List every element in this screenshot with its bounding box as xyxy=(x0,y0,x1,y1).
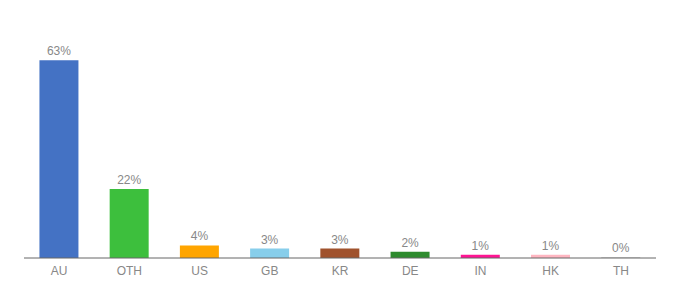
svg-text:3%: 3% xyxy=(261,233,279,247)
svg-text:2%: 2% xyxy=(401,236,419,250)
svg-text:KR: KR xyxy=(332,264,349,278)
svg-text:AU: AU xyxy=(51,264,68,278)
svg-text:22%: 22% xyxy=(117,173,141,187)
svg-text:4%: 4% xyxy=(191,229,209,243)
svg-text:3%: 3% xyxy=(331,233,349,247)
svg-text:63%: 63% xyxy=(47,44,71,58)
svg-text:0%: 0% xyxy=(612,241,630,255)
svg-text:HK: HK xyxy=(542,264,559,278)
svg-text:GB: GB xyxy=(261,264,278,278)
svg-text:OTH: OTH xyxy=(117,264,142,278)
svg-text:1%: 1% xyxy=(542,239,560,253)
svg-text:1%: 1% xyxy=(472,239,490,253)
svg-text:IN: IN xyxy=(474,264,486,278)
svg-text:US: US xyxy=(191,264,208,278)
svg-text:TH: TH xyxy=(613,264,629,278)
svg-text:DE: DE xyxy=(402,264,419,278)
